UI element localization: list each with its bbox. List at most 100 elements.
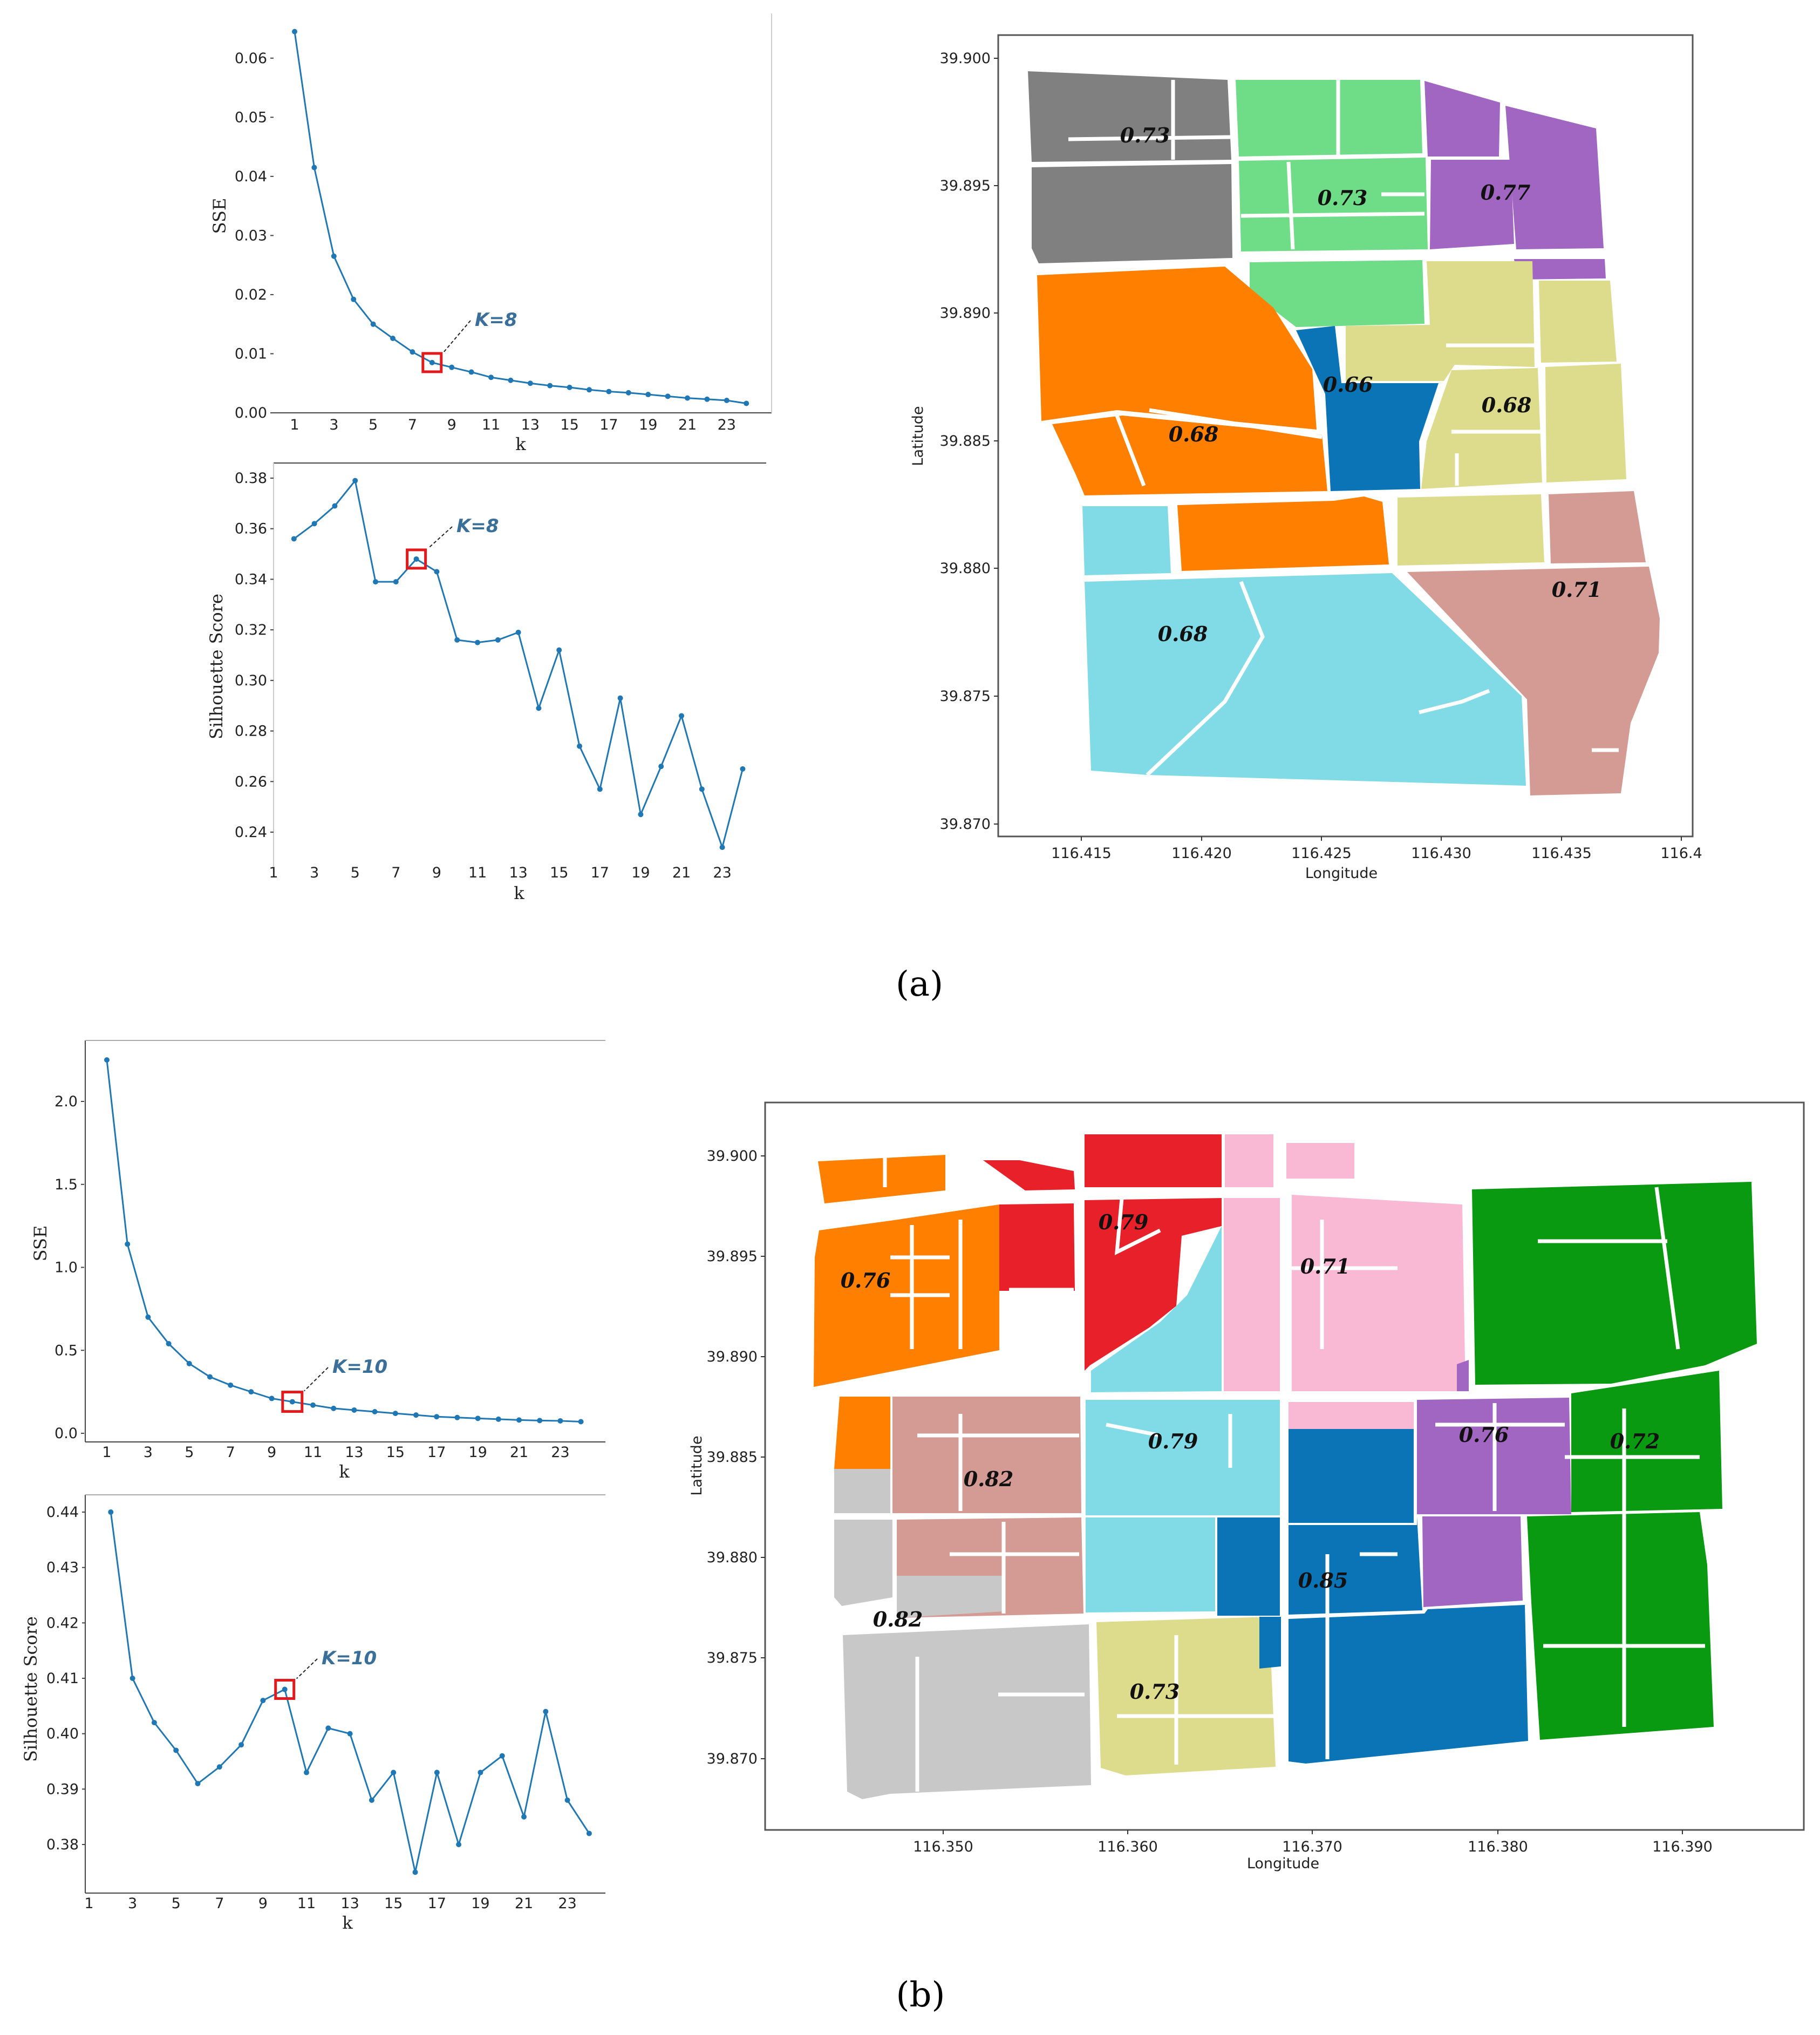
a-sse-point bbox=[625, 390, 631, 396]
chart-a-silhouette: 0.240.260.280.300.320.340.360.38 1 3 5 7 9 11… bbox=[206, 462, 766, 903]
a-silhouette-point bbox=[332, 503, 338, 509]
panel-a-label: (a) bbox=[896, 964, 943, 1004]
a-silhouette-point bbox=[719, 845, 725, 850]
b-silhouette-xtick: 15 bbox=[384, 1895, 403, 1912]
a-map-ytick: 39.900 bbox=[940, 50, 991, 67]
a-sse-point bbox=[724, 397, 730, 403]
a-cluster-label: 0.77 bbox=[1481, 180, 1531, 205]
b-block-pink-2 bbox=[1286, 1143, 1354, 1179]
b-map-xlabel: Longitude bbox=[1247, 1855, 1319, 1872]
b-sse-point bbox=[454, 1414, 460, 1420]
b-sse-point bbox=[248, 1389, 254, 1395]
a-sse-xtick: 5 bbox=[369, 417, 378, 433]
a-sil-ylabel: Silhouette Score bbox=[206, 594, 227, 739]
a-silhouette-point bbox=[699, 786, 705, 792]
b-block-purple-1 bbox=[1457, 1360, 1469, 1391]
panel-b-label: (b) bbox=[896, 1975, 945, 2015]
b-map-xtick: 116.390 bbox=[1652, 1839, 1713, 1855]
a-silhouette-point bbox=[475, 639, 480, 645]
a-map-xtick: 116.425 bbox=[1291, 845, 1352, 862]
b-cluster-label: 0.72 bbox=[1610, 1429, 1660, 1453]
b-sil-ylabel: Silhouette Score bbox=[21, 1616, 41, 1762]
b-silhouette-xtick: 9 bbox=[258, 1895, 268, 1912]
a-silhouette-ytick: 0.28 bbox=[235, 723, 267, 740]
a-silhouette-ytick: 0.34 bbox=[235, 571, 267, 588]
a-silhouette-xtick: 23 bbox=[713, 865, 731, 881]
b-map-ylabel: Latitude bbox=[689, 1435, 705, 1495]
a-sse-ytick: 0.03 bbox=[235, 227, 267, 244]
a-sse-xtick: 7 bbox=[408, 417, 417, 433]
a-sse-xtick: 23 bbox=[718, 417, 736, 433]
a-silhouette-ytick: 0.24 bbox=[235, 824, 267, 841]
b-block-gray-3 bbox=[897, 1576, 1004, 1618]
b-map-ytick: 39.895 bbox=[707, 1248, 758, 1265]
a-sse-ytick: 0.00 bbox=[235, 405, 267, 421]
b-silhouette-point bbox=[108, 1509, 114, 1515]
a-sse-point bbox=[547, 383, 553, 389]
chart-b-silhouette: 0.380.390.400.410.420.430.44 1 3 5 7 9 11 13 15… bbox=[21, 1494, 605, 1933]
a-silhouette-series-line bbox=[293, 479, 744, 850]
a-block-gray-1 bbox=[1028, 71, 1231, 162]
a-block-purple-4 bbox=[1514, 259, 1606, 280]
b-silhouette-ytick: 0.40 bbox=[46, 1726, 79, 1743]
a-block-orange-2 bbox=[1052, 416, 1327, 495]
b-cluster-label: 0.85 bbox=[1298, 1568, 1348, 1592]
a-silhouette-point bbox=[454, 637, 460, 643]
a-silhouette-annotation: K=8 bbox=[456, 515, 499, 537]
a-map-xtick: 116.420 bbox=[1171, 845, 1232, 862]
b-sse-ytick: 0.0 bbox=[54, 1425, 78, 1442]
a-cluster-label: 0.73 bbox=[1120, 123, 1170, 147]
a-silhouette-xtick: 13 bbox=[509, 865, 527, 881]
a-cluster-label: 0.68 bbox=[1158, 622, 1208, 646]
b-silhouette-point bbox=[282, 1686, 288, 1692]
b-map-xtick: 116.350 bbox=[913, 1839, 973, 1855]
b-silhouette-point bbox=[456, 1842, 462, 1847]
b-block-cyan-1 bbox=[1091, 1226, 1222, 1392]
b-silhouette-point bbox=[304, 1769, 309, 1775]
a-block-green-3 bbox=[1250, 260, 1424, 327]
b-map-ytick: 39.885 bbox=[707, 1449, 758, 1466]
b-block-gray-1 bbox=[834, 1469, 890, 1513]
a-silhouette-xtick: 11 bbox=[468, 865, 487, 881]
b-block-rose-1 bbox=[892, 1397, 1081, 1513]
a-sse-point bbox=[704, 396, 710, 402]
b-block-darkblue-2 bbox=[1217, 1517, 1280, 1616]
b-sse-xtick: 17 bbox=[427, 1444, 446, 1461]
a-silhouette-xtick: 19 bbox=[631, 865, 650, 881]
a-sse-point bbox=[331, 253, 337, 259]
b-sse-xtick: 1 bbox=[102, 1444, 111, 1461]
a-map-ylabel: Latitude bbox=[910, 406, 926, 466]
a-cluster-label: 0.68 bbox=[1169, 422, 1219, 446]
a-sse-ytick: 0.06 bbox=[235, 50, 267, 67]
b-sse-point bbox=[289, 1399, 295, 1405]
b-silhouette-point bbox=[586, 1830, 592, 1836]
b-sse-point bbox=[145, 1314, 151, 1320]
a-block-rose-2 bbox=[1407, 567, 1660, 795]
a-block-olive-2 bbox=[1539, 281, 1617, 363]
a-block-gray-2 bbox=[1032, 164, 1232, 263]
b-block-cyan-2 bbox=[1086, 1400, 1280, 1515]
b-silhouette-point bbox=[151, 1720, 157, 1726]
b-silhouette-point bbox=[478, 1769, 483, 1775]
a-silhouette-point bbox=[556, 647, 562, 653]
b-sse-ytick: 1.5 bbox=[54, 1176, 78, 1193]
b-silhouette-ytick: 0.43 bbox=[46, 1560, 79, 1576]
a-silhouette-point bbox=[434, 569, 440, 575]
b-cluster-label: 0.82 bbox=[964, 1467, 1014, 1491]
a-silhouette-point bbox=[597, 786, 603, 792]
a-sse-series-line bbox=[294, 31, 747, 404]
a-block-olive-4 bbox=[1545, 364, 1626, 482]
b-map-ytick: 39.900 bbox=[707, 1148, 758, 1165]
a-silhouette-point bbox=[352, 478, 358, 484]
map-b: 0.79 0.76 0.71 0.79 0.76 0.72 0.82 0.85 0.82 0.73… bbox=[689, 1101, 1805, 1872]
b-sse-point bbox=[269, 1396, 275, 1401]
a-map-ytick: 39.890 bbox=[940, 305, 991, 322]
b-silhouette-ytick: 0.42 bbox=[46, 1615, 79, 1631]
a-silhouette-ytick: 0.36 bbox=[235, 521, 267, 537]
b-sse-xtick: 23 bbox=[551, 1444, 569, 1461]
b-sse-point bbox=[434, 1414, 440, 1420]
a-sse-point bbox=[390, 335, 396, 341]
b-sse-point bbox=[104, 1057, 110, 1063]
b-sse-series-line bbox=[106, 1059, 581, 1423]
a-sse-ytick: 0.05 bbox=[235, 109, 267, 126]
